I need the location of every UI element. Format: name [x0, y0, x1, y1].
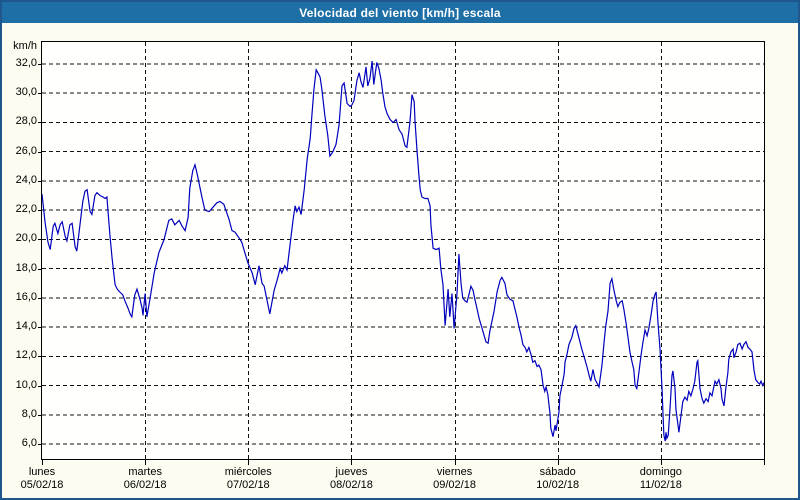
x-tick-mark [351, 460, 352, 465]
x-tick-mark [455, 460, 456, 465]
wind-speed-line [42, 61, 764, 442]
x-day-date: 06/02/18 [123, 479, 167, 491]
y-tick-mark [38, 444, 42, 445]
y-tick-label: 26,0 [15, 144, 37, 157]
x-day-label: miércoles 07/02/18 [203, 466, 293, 492]
y-tick-mark [38, 356, 42, 358]
y-tick-mark [38, 327, 42, 329]
y-tick-label: 14,0 [15, 320, 37, 333]
y-tick-label: 16,0 [15, 290, 37, 303]
plot-area [41, 41, 765, 460]
x-tick-mark [248, 460, 249, 465]
wind-speed-chart-svg [42, 42, 764, 459]
y-tick-label: 8,0 [21, 407, 37, 420]
x-day-date: 07/02/18 [226, 479, 270, 491]
x-tick-mark [661, 460, 662, 465]
y-tick-mark [38, 239, 42, 241]
y-tick-mark [38, 64, 42, 65]
y-axis-unit-label: km/h [13, 40, 37, 52]
y-tick-label: 28,0 [15, 115, 37, 128]
y-tick-label: 22,0 [15, 203, 37, 216]
x-day-date: 09/02/18 [433, 479, 476, 491]
y-tick-mark [38, 210, 42, 212]
y-tick-mark [38, 180, 42, 182]
y-tick-label: 18,0 [15, 261, 37, 274]
y-tick-label: 6,0 [21, 437, 37, 449]
x-day-label: jueves 08/02/18 [306, 466, 396, 492]
chart-area: km/h 32,0 30,0 28,0 26,0 24,0 22,0 20,0 18,0 16,… [2, 23, 798, 498]
x-day-name: jueves [335, 466, 368, 478]
x-day-label: sábado 10/02/18 [513, 466, 603, 492]
y-tick-mark [38, 297, 42, 299]
y-tick-label: 10,0 [15, 378, 37, 391]
y-tick-label: 30,0 [15, 86, 37, 99]
x-day-name: domingo [639, 466, 682, 478]
y-tick-label: 20,0 [15, 232, 37, 245]
x-day-name: miércoles [224, 466, 272, 478]
y-tick-label: 32,0 [15, 57, 37, 69]
x-day-label: martes 06/02/18 [100, 466, 190, 492]
y-tick-mark [38, 414, 42, 416]
x-tick-mark [764, 460, 765, 465]
title-bar: Velocidad del viento [km/h] escala [2, 2, 798, 23]
x-day-date: 05/02/18 [20, 479, 64, 491]
x-day-name: viernes [436, 466, 473, 478]
y-tick-mark [38, 385, 42, 387]
x-day-date: 08/02/18 [330, 479, 373, 491]
y-tick-mark [38, 122, 42, 124]
x-day-name: lunes [28, 466, 56, 478]
y-tick-mark [38, 151, 42, 153]
x-day-label: lunes 05/02/18 [0, 466, 87, 492]
x-day-name: sábado [539, 466, 576, 478]
x-day-label: domingo 11/02/18 [616, 466, 706, 492]
x-tick-mark [42, 460, 43, 465]
y-tick-mark [38, 268, 42, 270]
y-tick-label: 12,0 [15, 349, 37, 362]
chart-title: Velocidad del viento [km/h] escala [299, 5, 501, 20]
x-tick-mark [145, 460, 146, 465]
x-tick-mark [558, 460, 559, 465]
y-tick-mark [38, 93, 42, 95]
y-tick-label: 24,0 [15, 173, 37, 186]
x-day-label: viernes 09/02/18 [410, 466, 500, 492]
x-day-date: 10/02/18 [536, 479, 580, 491]
x-day-name: martes [128, 466, 162, 478]
x-day-date: 11/02/18 [639, 479, 682, 491]
